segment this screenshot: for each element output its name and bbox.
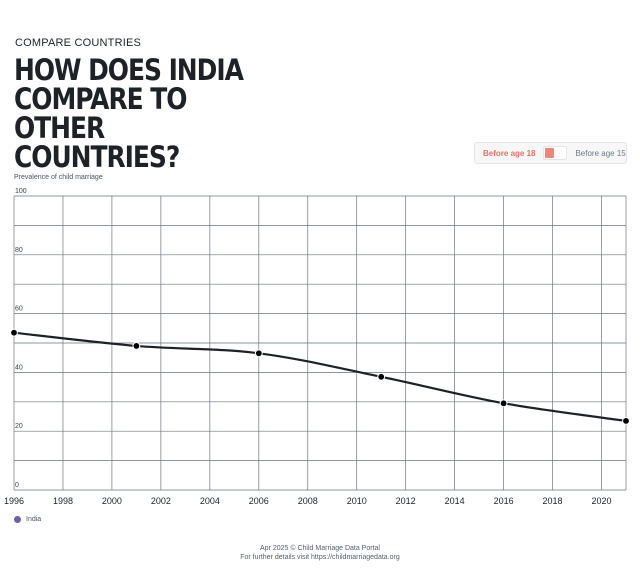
x-tick-label: 2000 — [102, 496, 122, 506]
x-tick-label: 2014 — [445, 496, 465, 506]
data-point — [499, 399, 508, 408]
x-tick-label: 2002 — [151, 496, 171, 506]
chart-series — [10, 328, 630, 425]
page-title: HOW DOES INDIA COMPARE TO OTHER COUNTRIE… — [14, 53, 244, 174]
age-toggle[interactable]: Before age 18 Before age 15 — [474, 142, 627, 164]
legend-label-india: India — [26, 516, 42, 523]
section-eyebrow: COMPARE COUNTRIES — [15, 37, 142, 49]
chart-legend: India — [14, 516, 41, 523]
data-point — [254, 349, 263, 358]
toggle-knob — [545, 148, 555, 158]
x-tick-labels: 1996 1998 2000 2002 2004 2006 2008 2010 2012 2014… — [4, 496, 612, 506]
series-line-india — [13, 331, 627, 422]
data-point — [132, 342, 141, 350]
y-tick-label: 20 — [15, 423, 23, 430]
x-tick-label: 2016 — [494, 496, 514, 506]
footer: Apr 2025 © Child Marriage Data Portal Fo… — [0, 544, 640, 562]
footer-link[interactable]: For further details visit https://childm… — [240, 554, 400, 561]
y-tick-label: 60 — [15, 306, 23, 313]
line-chart: 0 20 40 60 80 100 1996 1998 2000 2002 2004 2006 200… — [4, 188, 630, 506]
x-tick-label: 2008 — [298, 496, 318, 506]
legend-swatch-india — [14, 516, 21, 523]
y-axis-label: Prevalence of child marriage — [14, 174, 103, 181]
y-tick-label: 80 — [15, 247, 23, 254]
y-tick-label: 0 — [15, 482, 19, 489]
x-tick-label: 2020 — [592, 496, 612, 506]
x-tick-label: 1996 — [4, 496, 24, 506]
toggle-switch[interactable] — [543, 146, 568, 160]
toggle-option-before-18[interactable]: Before age 18 — [483, 148, 536, 158]
y-tick-label: 100 — [15, 188, 27, 195]
x-tick-label: 2012 — [396, 496, 416, 506]
x-tick-label: 2010 — [347, 496, 367, 506]
data-point — [377, 372, 386, 381]
x-tick-label: 2004 — [200, 496, 220, 506]
toggle-option-before-15[interactable]: Before age 15 — [575, 148, 626, 158]
x-tick-label: 2006 — [249, 496, 269, 506]
x-tick-label: 2018 — [543, 496, 563, 506]
data-point — [622, 417, 630, 425]
footer-copyright: Apr 2025 © Child Marriage Data Portal — [260, 545, 380, 552]
data-point — [10, 328, 18, 337]
x-tick-label: 1998 — [53, 496, 73, 506]
y-tick-labels: 0 20 40 60 80 100 — [15, 188, 27, 489]
y-tick-label: 40 — [15, 364, 23, 371]
